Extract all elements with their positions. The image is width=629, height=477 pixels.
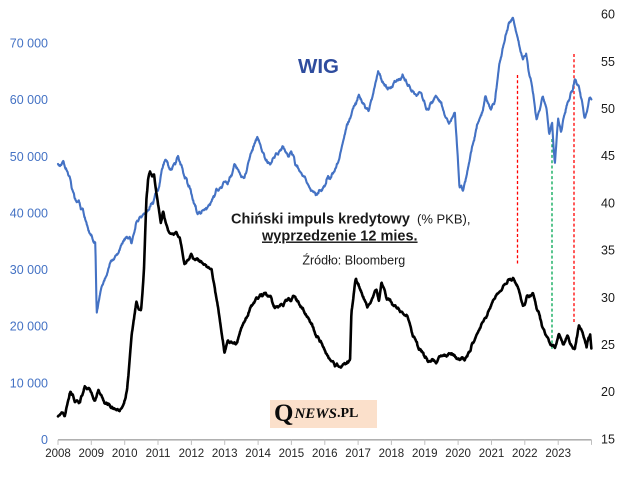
svg-text:Chiński impuls kredytowy: Chiński impuls kredytowy: [231, 212, 410, 228]
svg-text:2008: 2008: [45, 448, 71, 460]
svg-text:40 000: 40 000: [10, 206, 48, 220]
svg-text:10 000: 10 000: [10, 376, 48, 390]
svg-text:60: 60: [601, 8, 615, 22]
svg-text:2009: 2009: [79, 448, 105, 460]
svg-text:35: 35: [601, 244, 615, 258]
svg-text:50 000: 50 000: [10, 150, 48, 164]
svg-text:2019: 2019: [412, 448, 438, 460]
svg-text:2012: 2012: [179, 448, 205, 460]
svg-text:2013: 2013: [212, 448, 238, 460]
svg-text:2011: 2011: [146, 448, 171, 460]
svg-text:60 000: 60 000: [10, 93, 48, 107]
svg-text:70 000: 70 000: [10, 37, 48, 51]
svg-text:2017: 2017: [345, 448, 371, 460]
svg-text:2014: 2014: [245, 448, 271, 460]
svg-text:2022: 2022: [512, 448, 538, 460]
svg-text:40: 40: [601, 196, 615, 210]
svg-text:20: 20: [601, 385, 615, 399]
svg-text:Źródło: Bloomberg: Źródło: Bloomberg: [302, 253, 405, 268]
svg-text:2010: 2010: [112, 448, 138, 460]
svg-text:15: 15: [601, 432, 615, 446]
svg-text:2016: 2016: [312, 448, 338, 460]
svg-text:30: 30: [601, 291, 615, 305]
svg-text:25: 25: [601, 338, 615, 352]
svg-text:55: 55: [601, 55, 615, 69]
svg-text:50: 50: [601, 102, 615, 116]
svg-text:2018: 2018: [379, 448, 405, 460]
svg-text:wyprzedzenie 12 mies.: wyprzedzenie 12 mies.: [261, 229, 418, 245]
svg-text:20 000: 20 000: [10, 320, 48, 334]
svg-text:45: 45: [601, 149, 615, 163]
svg-text:2021: 2021: [479, 448, 505, 460]
svg-text:(% PKB),: (% PKB),: [417, 212, 470, 227]
svg-text:WIG: WIG: [298, 55, 339, 78]
svg-text:2020: 2020: [445, 448, 471, 460]
svg-text:2015: 2015: [279, 448, 305, 460]
svg-text:0: 0: [41, 433, 48, 447]
svg-text:2023: 2023: [545, 448, 571, 460]
svg-text:30 000: 30 000: [10, 263, 48, 277]
